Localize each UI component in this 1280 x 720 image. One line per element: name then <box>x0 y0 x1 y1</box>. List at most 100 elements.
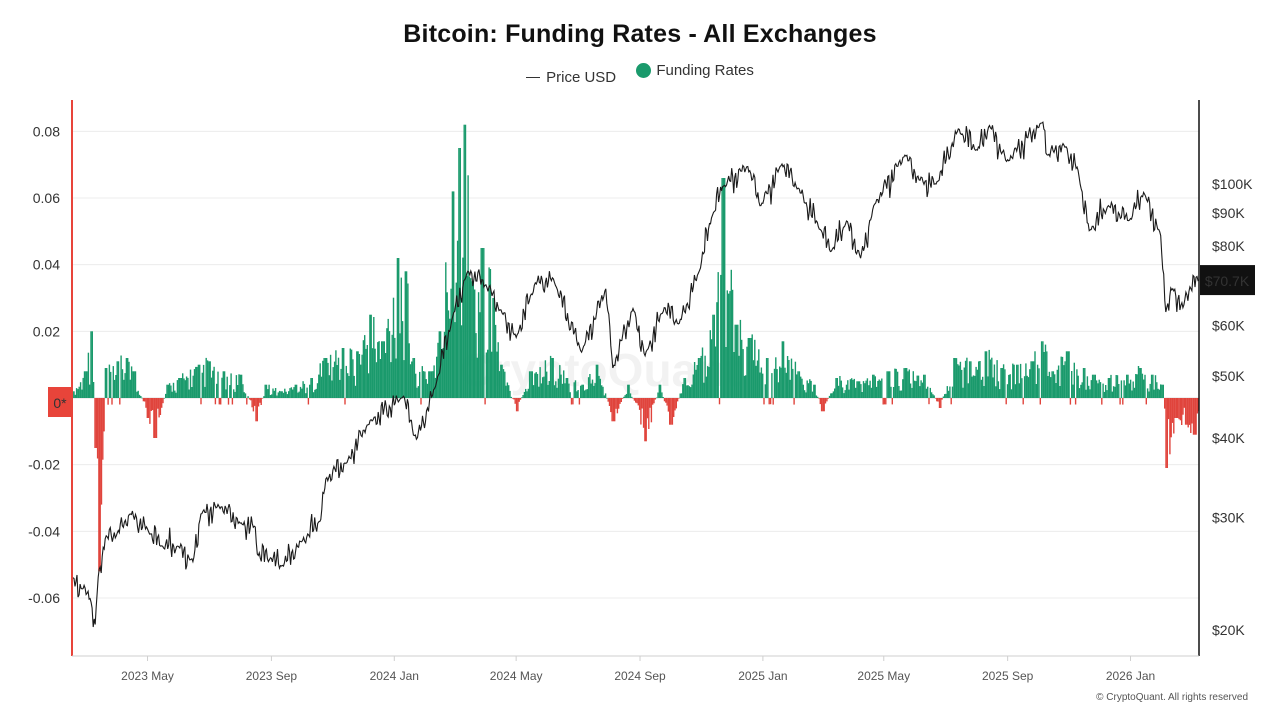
funding-bar <box>612 398 615 422</box>
funding-bar <box>416 387 418 398</box>
x-tick-label: 2026 Jan <box>1106 669 1155 683</box>
funding-bar <box>1098 379 1100 398</box>
funding-bar <box>815 395 818 398</box>
funding-bar <box>767 358 769 398</box>
funding-bar <box>734 324 736 398</box>
funding-bar <box>422 371 425 398</box>
funding-bar <box>470 278 472 398</box>
funding-bar <box>530 371 532 398</box>
legend-item-funding[interactable]: Funding Rates <box>636 62 754 79</box>
funding-bar <box>813 384 815 398</box>
funding-bar <box>697 358 700 398</box>
funding-bar <box>1061 356 1064 398</box>
funding-bar <box>1018 383 1020 398</box>
funding-bar <box>268 384 270 398</box>
funding-bar <box>238 374 240 398</box>
funding-bar <box>756 360 759 398</box>
funding-bar <box>277 392 279 398</box>
funding-bar <box>230 373 232 398</box>
funding-bar <box>1035 384 1037 398</box>
funding-bar <box>129 379 131 398</box>
funding-bar <box>991 357 993 398</box>
funding-bar <box>95 398 97 448</box>
funding-bar <box>127 358 129 398</box>
funding-bar <box>1026 375 1028 398</box>
funding-bar <box>462 257 464 398</box>
funding-bar <box>518 398 520 402</box>
funding-bar <box>836 378 838 398</box>
funding-bar <box>468 276 471 398</box>
funding-bar <box>576 391 578 398</box>
funding-bar <box>329 354 332 398</box>
funding-bar <box>840 380 842 398</box>
funding-bar <box>585 389 587 398</box>
funding-bar <box>1154 375 1157 398</box>
funding-bar <box>154 398 156 438</box>
funding-bar <box>92 382 95 398</box>
legend-item-price[interactable]: Price USD <box>526 69 616 86</box>
funding-bar <box>979 361 981 398</box>
funding-bar <box>158 398 160 418</box>
funding-bar <box>598 375 600 398</box>
funding-bar <box>299 386 302 398</box>
funding-bar <box>352 359 354 398</box>
funding-bar <box>191 387 193 398</box>
funding-bar <box>260 398 262 405</box>
funding-bar <box>1067 351 1069 398</box>
funding-bar <box>853 378 855 398</box>
funding-bar <box>1071 371 1073 398</box>
funding-bar <box>704 355 706 398</box>
funding-bar <box>801 378 803 398</box>
funding-bar <box>1191 398 1193 424</box>
funding-bar <box>1099 382 1102 398</box>
funding-bar <box>401 321 404 398</box>
funding-bar <box>1074 398 1077 405</box>
funding-bar <box>138 394 141 398</box>
funding-bar <box>1095 380 1098 398</box>
funding-bar <box>294 384 296 398</box>
funding-bar <box>110 371 112 398</box>
funding-bar <box>786 356 789 398</box>
funding-bar <box>284 388 286 398</box>
funding-bar <box>805 392 807 398</box>
funding-bar <box>610 398 612 413</box>
funding-bar <box>811 391 814 398</box>
funding-bar <box>281 391 283 398</box>
funding-bar <box>481 248 484 398</box>
funding-bar <box>206 360 209 398</box>
funding-bar <box>519 398 522 400</box>
funding-bar <box>90 331 92 398</box>
funding-bar <box>907 371 909 398</box>
funding-bar <box>459 148 461 398</box>
funding-bar <box>259 398 261 403</box>
funding-bar <box>1186 398 1188 425</box>
funding-bar <box>839 376 841 398</box>
funding-bar <box>408 343 410 398</box>
funding-bar <box>508 385 510 398</box>
funding-bar <box>280 391 282 398</box>
dot-swatch-icon <box>636 63 652 78</box>
funding-bar <box>1141 373 1144 398</box>
funding-bar <box>370 314 372 398</box>
funding-bar <box>636 398 638 404</box>
funding-bar <box>750 338 752 398</box>
funding-bar <box>141 397 143 399</box>
funding-bars <box>72 124 1200 572</box>
funding-bar <box>739 319 742 398</box>
funding-bar <box>471 281 473 398</box>
funding-bar <box>1017 364 1019 398</box>
funding-bar <box>845 384 848 398</box>
funding-bar <box>762 373 764 398</box>
funding-bar <box>797 371 799 398</box>
funding-bar <box>113 379 116 398</box>
funding-bar <box>199 364 201 398</box>
funding-bar <box>577 390 579 398</box>
funding-bar <box>180 378 183 398</box>
funding-bar <box>94 398 96 448</box>
funding-bar <box>1126 374 1128 398</box>
funding-bar <box>1072 384 1074 398</box>
funding-bar <box>248 398 251 400</box>
funding-bar <box>464 124 467 398</box>
chart-title: Bitcoin: Funding Rates - All Exchanges <box>403 20 877 48</box>
